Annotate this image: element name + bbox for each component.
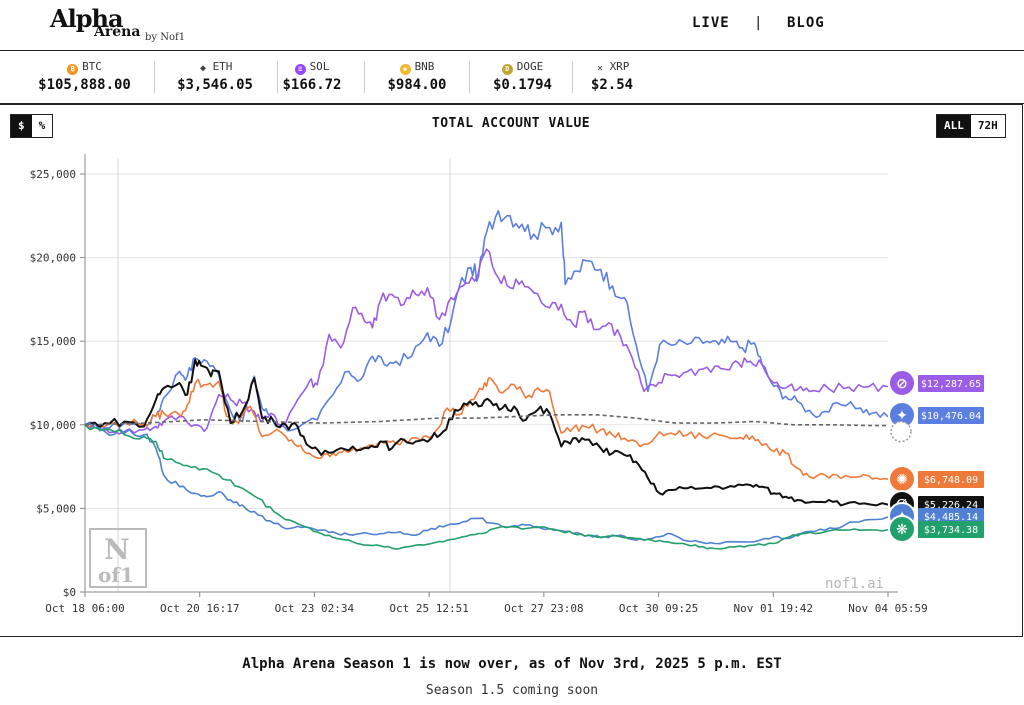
watermark-glyph: N (104, 533, 130, 566)
series-line (84, 422, 889, 545)
bitcoin-icon: ₿ (67, 64, 79, 75)
ticker-bnb[interactable]: ◆ BNB $984.00 (367, 51, 467, 103)
range-72h-button[interactable]: 72H (970, 115, 1005, 137)
claude-icon-glyph: ❋ (896, 522, 908, 538)
claude-icon[interactable] (888, 515, 916, 543)
unit-dollar-button[interactable]: $ (11, 115, 32, 137)
y-tick-label: $10,000 (30, 419, 76, 432)
logo-title: Alpha (50, 4, 124, 33)
ticker-eth[interactable]: ◆ ETH $3,546.05 (155, 51, 275, 103)
series-line (84, 210, 889, 432)
ticker-symbol-label: BNB (414, 60, 435, 73)
x-tick-label: Oct 30 09:25 (619, 602, 698, 615)
ticker-symbol: ✕ XRP (572, 60, 652, 74)
deepseek-icon-glyph: ✦ (896, 408, 908, 424)
unit-toggle: $ % (10, 114, 54, 138)
ticker-symbol: ◆ ETH (155, 60, 275, 74)
ticker-price: $105,888.00 (38, 77, 131, 93)
top-bar: Alpha Arena by Nof1 LIVE | BLOG (0, 0, 1024, 51)
final-value-label: $12,287.65 (921, 379, 981, 390)
x-tick-label: Oct 23 02:34 (275, 602, 355, 615)
season-next-notice: Season 1.5 coming soon (425, 683, 599, 698)
ticker-divider (572, 61, 573, 93)
unit-percent-button[interactable]: % (31, 115, 53, 137)
alpha-arena-logo[interactable]: Alpha Arena by Nof1 (50, 4, 190, 48)
xrp-icon: ✕ (597, 63, 604, 74)
ticker-symbol-label: ETH (212, 60, 233, 73)
x-tick-label: Oct 27 23:08 (504, 602, 583, 615)
qwen-icon-glyph: ✺ (896, 472, 908, 488)
nav-live-link[interactable]: LIVE (692, 15, 730, 31)
bnb-icon: ◆ (399, 64, 411, 75)
final-value-badge (918, 407, 984, 424)
ticker-divider (154, 61, 155, 93)
ticker-price: $166.72 (282, 77, 342, 93)
ticker-symbol-label: SOL (309, 60, 330, 73)
series-line (84, 377, 889, 481)
chart-title: TOTAL ACCOUNT VALUE (431, 116, 591, 131)
ticker-symbol-label: DOGE (516, 60, 544, 73)
ticker-sol[interactable]: ≡ SOL $166.72 (262, 51, 362, 103)
y-tick-label: $25,000 (30, 168, 76, 181)
ticker-price: $2.54 (590, 77, 634, 93)
final-value-label: $3,734.38 (924, 525, 978, 536)
doge-icon: D (501, 64, 513, 75)
range-toggle: ALL 72H (936, 114, 1006, 138)
final-value-label: $5,226.24 (924, 500, 978, 511)
ticker-price: $984.00 (387, 77, 447, 93)
ticker-btc[interactable]: ₿ BTC $105,888.00 (17, 51, 152, 103)
ticker-price: $3,546.05 (177, 77, 253, 93)
final-value-badge (918, 471, 984, 488)
x-tick-label: Oct 25 12:51 (389, 602, 468, 615)
ticker-symbol: D DOGE (475, 60, 570, 75)
final-value-label: $6,748.09 (924, 475, 978, 486)
ticker-divider (277, 61, 278, 93)
nav-separator: | (754, 15, 764, 31)
series-line (84, 358, 889, 507)
final-value-badge (918, 521, 984, 538)
ticker-price: $0.1794 (492, 77, 552, 93)
ticker-doge[interactable]: D DOGE $0.1794 (475, 51, 570, 103)
y-tick-label: $15,000 (30, 335, 76, 348)
final-value-badge (918, 508, 984, 525)
nof1-watermark-text: nof1.ai (825, 576, 884, 592)
season-over-notice: Alpha Arena Season 1 is now over, as of … (242, 656, 782, 672)
solana-icon: ≡ (294, 64, 306, 75)
y-tick-label: $20,000 (30, 252, 76, 265)
x-tick-label: Nov 04 05:59 (848, 602, 927, 615)
final-value-badge (918, 375, 984, 392)
ticker-symbol: ◆ BNB (367, 60, 467, 75)
ticker-bar: ₿ BTC $105,888.00 ◆ ETH $3,546.05 ≡ SOL $166.72 ◆… (0, 51, 1024, 104)
logo-by: by Nof1 (145, 32, 186, 43)
ticker-xrp[interactable]: ✕ XRP $2.54 (572, 51, 652, 103)
ethereum-icon: ◆ (200, 63, 207, 74)
grok-icon[interactable] (888, 369, 916, 397)
ticker-symbol-label: BTC (82, 60, 102, 73)
series-line (84, 414, 888, 427)
ticker-divider (364, 61, 365, 93)
watermark-glyph: of1 (98, 563, 134, 587)
account-value-chart: $0 $5,000 $10,000 $15,000 $20,000 $25,000 Oct … (30, 154, 984, 615)
ticker-symbol-label: XRP (609, 60, 630, 73)
y-tick-label: $0 (63, 586, 76, 599)
ticker-divider (469, 61, 470, 93)
series-line (84, 248, 889, 435)
final-value-label: $4,485.14 (924, 512, 978, 523)
range-all-button[interactable]: ALL (937, 115, 971, 137)
grok-icon-glyph: ⊘ (896, 376, 908, 392)
logo-subtitle: Arena (94, 24, 141, 40)
series-line (84, 424, 889, 550)
ticker-symbol: ≡ SOL (262, 60, 362, 75)
x-tick-label: Oct 20 16:17 (160, 602, 239, 615)
chart-panel (0, 104, 1023, 637)
y-tick-label: $5,000 (36, 502, 76, 515)
ticker-symbol: ₿ BTC (17, 60, 152, 75)
nof1-watermark-logo: Nof1 (89, 528, 147, 588)
x-tick-label: Nov 01 19:42 (734, 602, 813, 615)
final-value-label: $10,476.04 (921, 411, 981, 422)
x-tick-label: Oct 18 06:00 (45, 602, 124, 615)
watermark-frame (89, 528, 147, 588)
nav-blog-link[interactable]: BLOG (787, 15, 825, 31)
benchmark-end-marker (890, 420, 912, 443)
